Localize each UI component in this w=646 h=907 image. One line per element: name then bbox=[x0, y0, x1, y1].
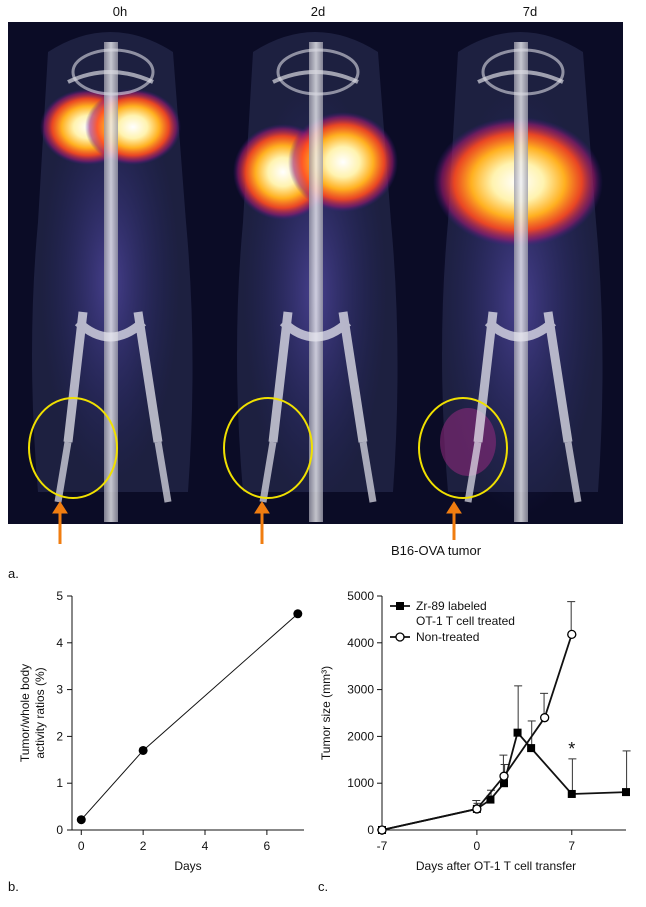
legend-label-line: Zr-89 labeled bbox=[416, 599, 487, 613]
pet-mouse-2d bbox=[213, 22, 418, 524]
tumor-arrows bbox=[52, 501, 462, 544]
data-point bbox=[138, 745, 148, 755]
data-point bbox=[76, 815, 86, 825]
legend-marker-treated bbox=[396, 602, 404, 610]
y-tick-label: 4000 bbox=[347, 636, 374, 650]
y-axis-label-line: activity ratios (%) bbox=[33, 667, 47, 758]
data-point-treated bbox=[486, 795, 495, 804]
tumor-ellipse-7d bbox=[418, 397, 508, 499]
data-point-treated bbox=[500, 779, 508, 788]
data-point bbox=[293, 609, 303, 619]
data-point-nontreated bbox=[567, 629, 577, 640]
x-tick-label: 0 bbox=[78, 839, 85, 853]
x-axis-label: Days after OT-1 T cell transfer bbox=[416, 859, 576, 873]
arrow-7d bbox=[446, 501, 462, 540]
y-tick-label: 3000 bbox=[347, 683, 374, 697]
y-tick-label: 2000 bbox=[347, 729, 374, 743]
significance-annotation: * bbox=[568, 739, 575, 759]
pet-mouse-7d bbox=[418, 22, 623, 524]
x-tick-label: 0 bbox=[474, 839, 481, 853]
y-tick-label: 4 bbox=[56, 636, 63, 650]
chart-b: 0 1 2 3 4 5 0 2 4 6 Days Tumor/whole bodyactivity r… bbox=[18, 589, 304, 873]
y-axis-label-line: Tumor/whole body bbox=[18, 664, 32, 762]
time-label-7d: 7d bbox=[522, 4, 538, 19]
legend-label-nontreated: Non-treated bbox=[416, 630, 479, 644]
x-tick-label: -7 bbox=[377, 839, 388, 853]
legend-label-treated: Zr-89 labeled OT-1 T cell treated bbox=[416, 599, 515, 628]
pet-images bbox=[8, 22, 623, 524]
time-label-0h: 0h bbox=[112, 4, 128, 19]
panel-b-label: b. bbox=[8, 879, 19, 894]
x-tick-label: 4 bbox=[202, 839, 209, 853]
data-point-treated bbox=[567, 789, 576, 798]
x-tick-label: 6 bbox=[264, 839, 271, 853]
x-tick-label: 2 bbox=[140, 839, 147, 853]
legend-marker-nontreated bbox=[395, 632, 405, 642]
data-point-nontreated bbox=[540, 713, 550, 723]
legend-label-line: OT-1 T cell treated bbox=[416, 614, 515, 628]
panel-a-label: a. bbox=[8, 566, 19, 581]
data-point-treated bbox=[527, 744, 536, 753]
data-point-treated bbox=[622, 788, 630, 797]
y-tick-label: 1000 bbox=[347, 776, 374, 790]
y-tick-label: 0 bbox=[367, 823, 374, 837]
y-tick-label: 5 bbox=[56, 589, 63, 603]
y-tick-label: 1 bbox=[56, 776, 63, 790]
y-tick-label: 3 bbox=[56, 683, 63, 697]
y-tick-label: 2 bbox=[56, 729, 63, 743]
time-label-2d: 2d bbox=[310, 4, 326, 19]
arrow-0h bbox=[52, 501, 68, 544]
pet-mouse-0h bbox=[8, 22, 213, 524]
panel-c-label: c. bbox=[318, 879, 329, 894]
data-point-nontreated bbox=[472, 804, 482, 814]
x-tick-label: 7 bbox=[568, 839, 575, 853]
y-tick-label: 5000 bbox=[347, 589, 374, 603]
y-tick-label: 0 bbox=[56, 823, 63, 837]
tumor-ellipse-2d bbox=[223, 397, 313, 499]
y-axis-label: Tumor/whole bodyactivity ratios (%) bbox=[18, 664, 47, 762]
x-axis-label: Days bbox=[174, 859, 201, 873]
data-point-treated bbox=[513, 728, 522, 737]
tumor-ellipse-0h bbox=[28, 397, 118, 499]
data-point-nontreated bbox=[377, 825, 387, 835]
tumor-label: B16-OVA tumor bbox=[391, 543, 482, 558]
pet-image-panel bbox=[8, 22, 638, 524]
series-line bbox=[80, 613, 299, 821]
data-point-nontreated bbox=[499, 771, 509, 781]
y-axis-label: Tumor size (mm³) bbox=[319, 666, 333, 760]
arrow-2d bbox=[254, 501, 270, 544]
